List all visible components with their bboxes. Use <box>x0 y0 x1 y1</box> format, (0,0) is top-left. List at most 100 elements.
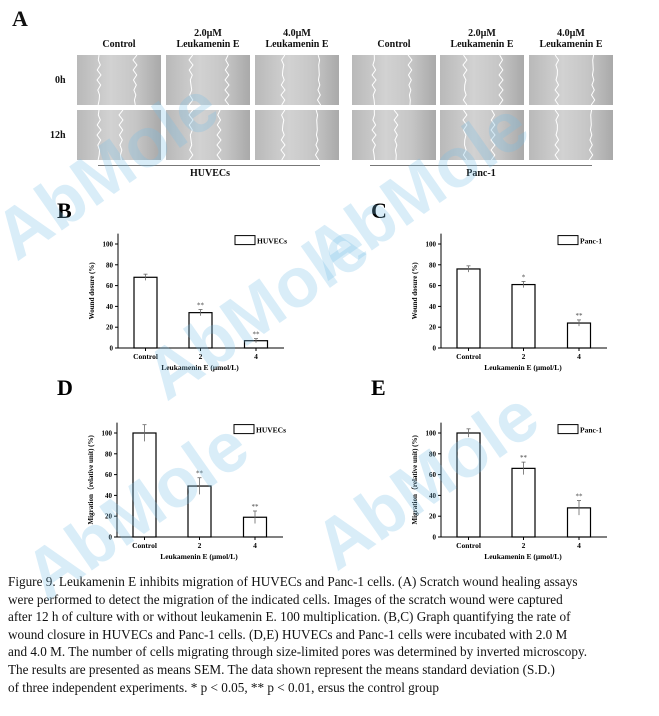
x-axis-label: Leukamenin E (μmol/L) <box>484 552 562 561</box>
y-tick-label: 20 <box>106 324 114 332</box>
x-tick-label: 4 <box>253 541 257 550</box>
panel-label: C <box>371 198 387 223</box>
y-tick-label: 60 <box>106 282 114 290</box>
figure-caption: Figure 9. Leukamenin E inhibits migratio… <box>8 573 656 696</box>
micrograph-image <box>255 55 339 105</box>
y-tick-label: 40 <box>106 303 114 311</box>
bar <box>133 276 158 349</box>
y-tick-label: 80 <box>429 450 437 458</box>
caption-line: The results are presented as means SEM. … <box>8 661 555 677</box>
panel-label: E <box>371 375 386 400</box>
y-tick-label: 20 <box>429 324 437 332</box>
x-tick-label: 2 <box>522 352 526 361</box>
column-header: 2.0µM Leukamenin E <box>450 28 514 50</box>
bar <box>188 312 213 349</box>
significance-mark: ** <box>252 503 260 511</box>
caption-line: Figure 9. Leukamenin E inhibits migratio… <box>8 574 578 589</box>
caption-line: after 12 h of culture with or without le… <box>8 609 571 625</box>
x-tick-label: 2 <box>522 541 526 550</box>
x-tick-label: Control <box>133 352 158 361</box>
legend-label: HUVECs <box>256 426 286 435</box>
group-divider <box>370 165 592 166</box>
micrograph-image <box>166 55 250 105</box>
y-tick-label: 80 <box>429 261 437 269</box>
x-axis-label: Leukamenin E (μmol/L) <box>160 552 238 561</box>
column-header: 4.0µM Leukamenin E <box>539 28 603 50</box>
legend-swatch <box>234 235 256 246</box>
x-tick-label: Control <box>456 541 481 550</box>
micrograph-image <box>440 110 524 160</box>
bar <box>566 322 592 349</box>
micrograph-image <box>77 55 161 105</box>
column-header: 4.0µM Leukamenin E <box>265 28 329 50</box>
y-tick-label: 80 <box>106 261 114 269</box>
y-tick-label: 0 <box>109 534 113 542</box>
x-tick-label: 4 <box>254 352 258 361</box>
legend-swatch <box>557 424 579 435</box>
panel-label: D <box>57 375 73 400</box>
y-tick-label: 40 <box>105 492 113 500</box>
caption-line: were performed to detect the migration o… <box>8 591 563 607</box>
significance-mark: ** <box>520 454 528 462</box>
micrograph-image <box>529 110 613 160</box>
y-tick-label: 60 <box>105 471 113 479</box>
y-tick-label: 40 <box>429 492 437 500</box>
x-tick-label: 4 <box>577 541 581 550</box>
micrograph-image <box>529 55 613 105</box>
significance-mark: ** <box>196 470 204 478</box>
column-header: Control <box>102 39 136 50</box>
bar <box>456 268 481 349</box>
y-tick-label: 100 <box>426 430 437 438</box>
micrograph-image <box>352 55 436 105</box>
caption-line: and 4.0 M. The number of cells migrating… <box>8 644 588 660</box>
micrograph-image <box>166 110 250 160</box>
x-tick-label: 2 <box>198 541 202 550</box>
x-tick-label: 4 <box>577 352 581 361</box>
micrograph-image <box>255 110 339 160</box>
group-label: Panc-1 <box>466 168 496 179</box>
significance-mark: * <box>522 273 526 281</box>
caption-line: of three independent experiments. * p < … <box>8 679 439 695</box>
y-tick-label: 100 <box>102 430 113 438</box>
bar <box>132 432 157 538</box>
y-tick-label: 0 <box>110 345 114 353</box>
legend-swatch <box>557 235 579 246</box>
y-axis-label: Wound dosure (%) <box>411 262 419 320</box>
x-axis-label: Leukamenin E (μmol/L) <box>161 363 239 372</box>
y-tick-label: 100 <box>103 241 114 249</box>
micrograph-image <box>77 110 161 160</box>
x-tick-label: Control <box>456 352 481 361</box>
column-header: 2.0µM Leukamenin E <box>176 28 240 50</box>
y-axis-label: Migration（relative unit) (%) <box>87 434 95 524</box>
row-label: 12h <box>50 130 66 141</box>
bar <box>456 432 481 538</box>
micrograph-image <box>440 55 524 105</box>
significance-mark: ** <box>253 331 261 339</box>
panel-label: B <box>57 198 72 223</box>
x-axis-label: Leukamenin E (μmol/L) <box>484 363 562 372</box>
y-tick-label: 0 <box>433 345 437 353</box>
bar <box>511 283 536 349</box>
legend-label: HUVECs <box>257 237 287 246</box>
y-tick-label: 20 <box>105 513 113 521</box>
legend-label: Panc-1 <box>580 237 602 246</box>
significance-mark: ** <box>576 493 584 501</box>
y-axis-label: Wound dosure (%) <box>88 262 96 320</box>
y-axis-label: Migration（relative unit) (%) <box>411 434 419 524</box>
y-tick-label: 60 <box>429 471 437 479</box>
y-tick-label: 60 <box>429 282 437 290</box>
group-divider <box>98 165 320 166</box>
legend-label: Panc-1 <box>580 426 602 435</box>
row-label: 0h <box>55 75 66 86</box>
y-tick-label: 80 <box>105 450 113 458</box>
bar <box>511 467 536 538</box>
group-label: HUVECs <box>189 168 230 179</box>
significance-mark: ** <box>197 302 205 310</box>
micrograph-image <box>352 110 436 160</box>
column-header: Control <box>377 39 411 50</box>
panel-label-a: A <box>12 6 28 31</box>
caption-line: wound closure in HUVECs and Panc-1 cells… <box>8 626 568 642</box>
x-tick-label: Control <box>132 541 157 550</box>
y-tick-label: 0 <box>433 534 437 542</box>
